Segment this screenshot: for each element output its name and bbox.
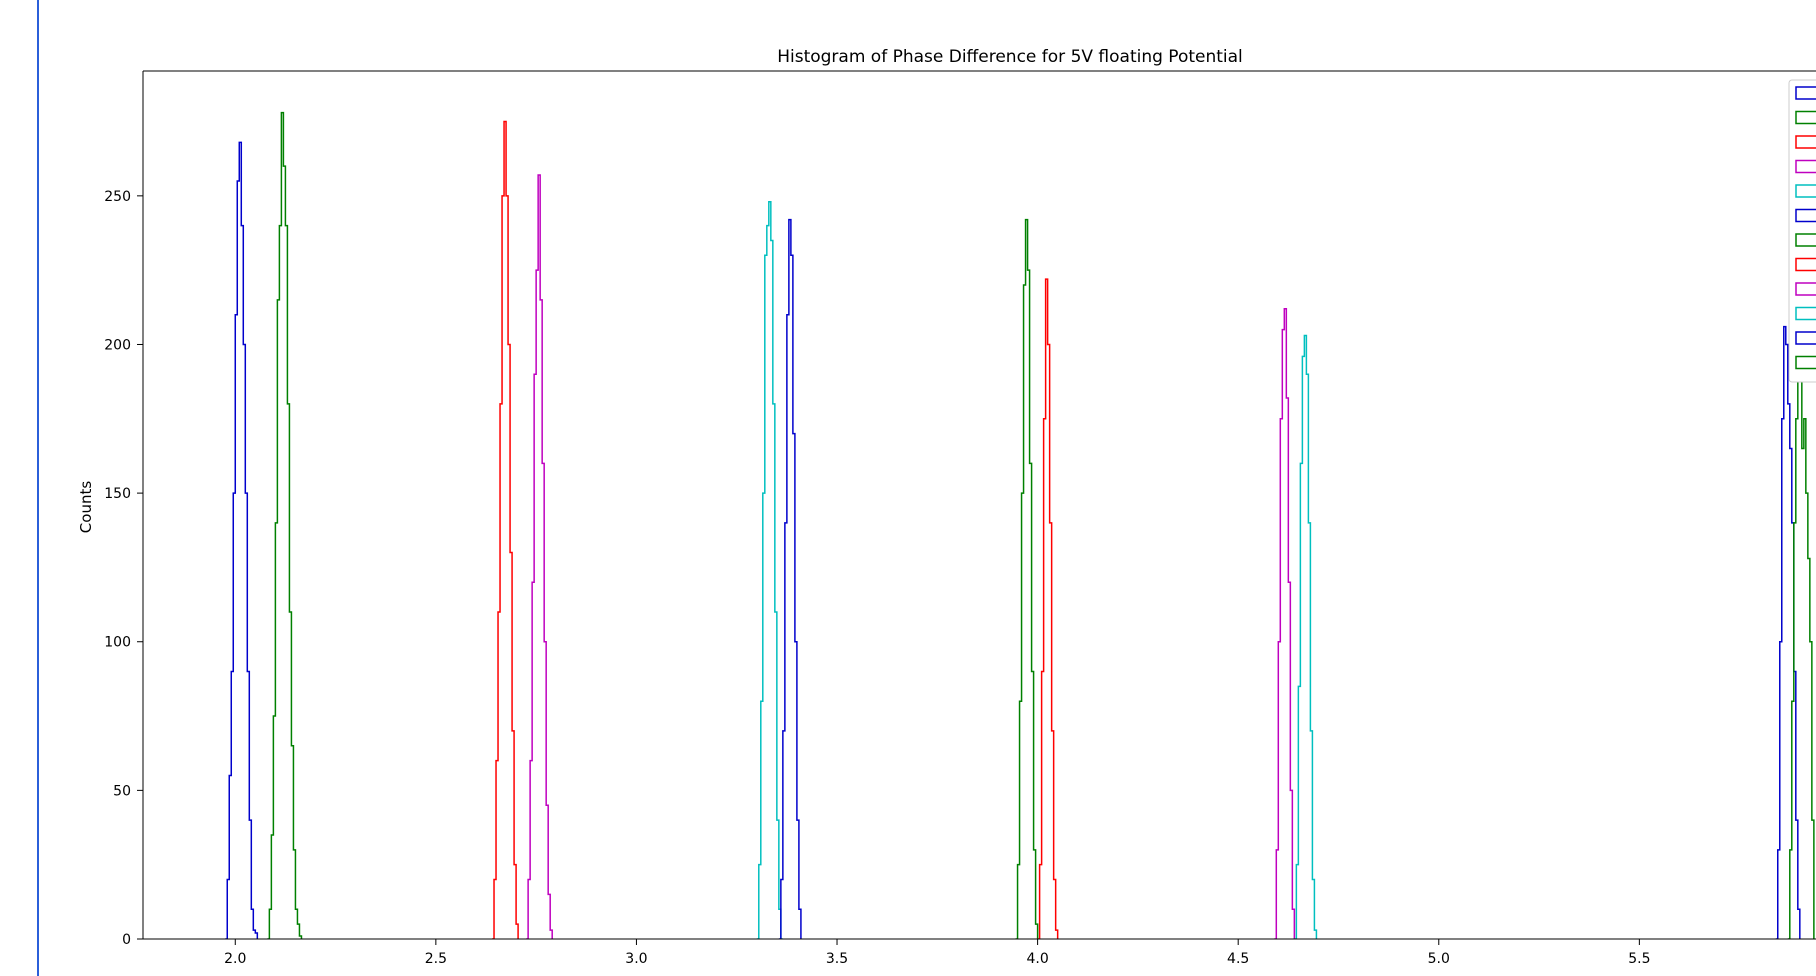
x-tick-label: 5.5 <box>1628 951 1650 967</box>
legend-swatch <box>1795 184 1816 198</box>
legend-swatch <box>1795 331 1816 345</box>
y-tick-label: 100 <box>104 635 131 651</box>
x-tick-label: 2.5 <box>425 951 447 967</box>
x-tick-label: 5.0 <box>1428 951 1450 967</box>
legend-swatch <box>1795 135 1816 149</box>
x-tick-label: 2.0 <box>224 951 246 967</box>
legend-swatch <box>1795 282 1816 296</box>
histogram-series-8 <box>1037 278 1059 939</box>
histogram-series-1 <box>225 141 259 939</box>
x-tick-label: 3.5 <box>826 951 848 967</box>
legend <box>1788 79 1816 383</box>
y-tick-label: 150 <box>104 486 131 502</box>
histogram-series-2 <box>267 111 303 939</box>
histogram-series-12 <box>1787 358 1815 939</box>
axes-group: 2.02.53.03.54.04.55.05.56.05010015020025… <box>104 70 1816 967</box>
legend-swatch <box>1795 355 1816 370</box>
legend-swatch <box>1795 257 1816 272</box>
legend-box <box>1788 79 1816 383</box>
histogram-series-7 <box>1015 218 1039 939</box>
x-tick-label: 3.0 <box>625 951 647 967</box>
y-tick-label: 0 <box>122 932 131 948</box>
histogram-series-11 <box>1775 325 1801 939</box>
histogram-series-6 <box>778 218 802 939</box>
legend-swatch <box>1795 233 1816 247</box>
histogram-series-9 <box>1274 308 1296 939</box>
legend-swatch <box>1795 306 1816 321</box>
x-tick-label: 4.5 <box>1227 951 1249 967</box>
x-tick-label: 4.0 <box>1026 951 1048 967</box>
y-tick-label: 50 <box>113 783 131 799</box>
histogram-series-4 <box>526 174 553 939</box>
histogram-series-3 <box>492 120 519 939</box>
legend-swatch <box>1795 159 1816 174</box>
left-frame-rule <box>37 0 39 976</box>
histogram-series-5 <box>756 201 783 939</box>
chart-title: Histogram of Phase Difference for 5V flo… <box>777 47 1243 67</box>
histogram-series-10 <box>1294 334 1318 939</box>
y-axis-label: Counts <box>77 481 95 534</box>
legend-swatch <box>1795 208 1816 223</box>
y-tick-label: 200 <box>104 337 131 353</box>
legend-swatch <box>1795 110 1816 125</box>
histogram-series-group <box>225 111 1815 939</box>
legend-swatch <box>1795 86 1816 100</box>
y-tick-label: 250 <box>104 189 131 205</box>
